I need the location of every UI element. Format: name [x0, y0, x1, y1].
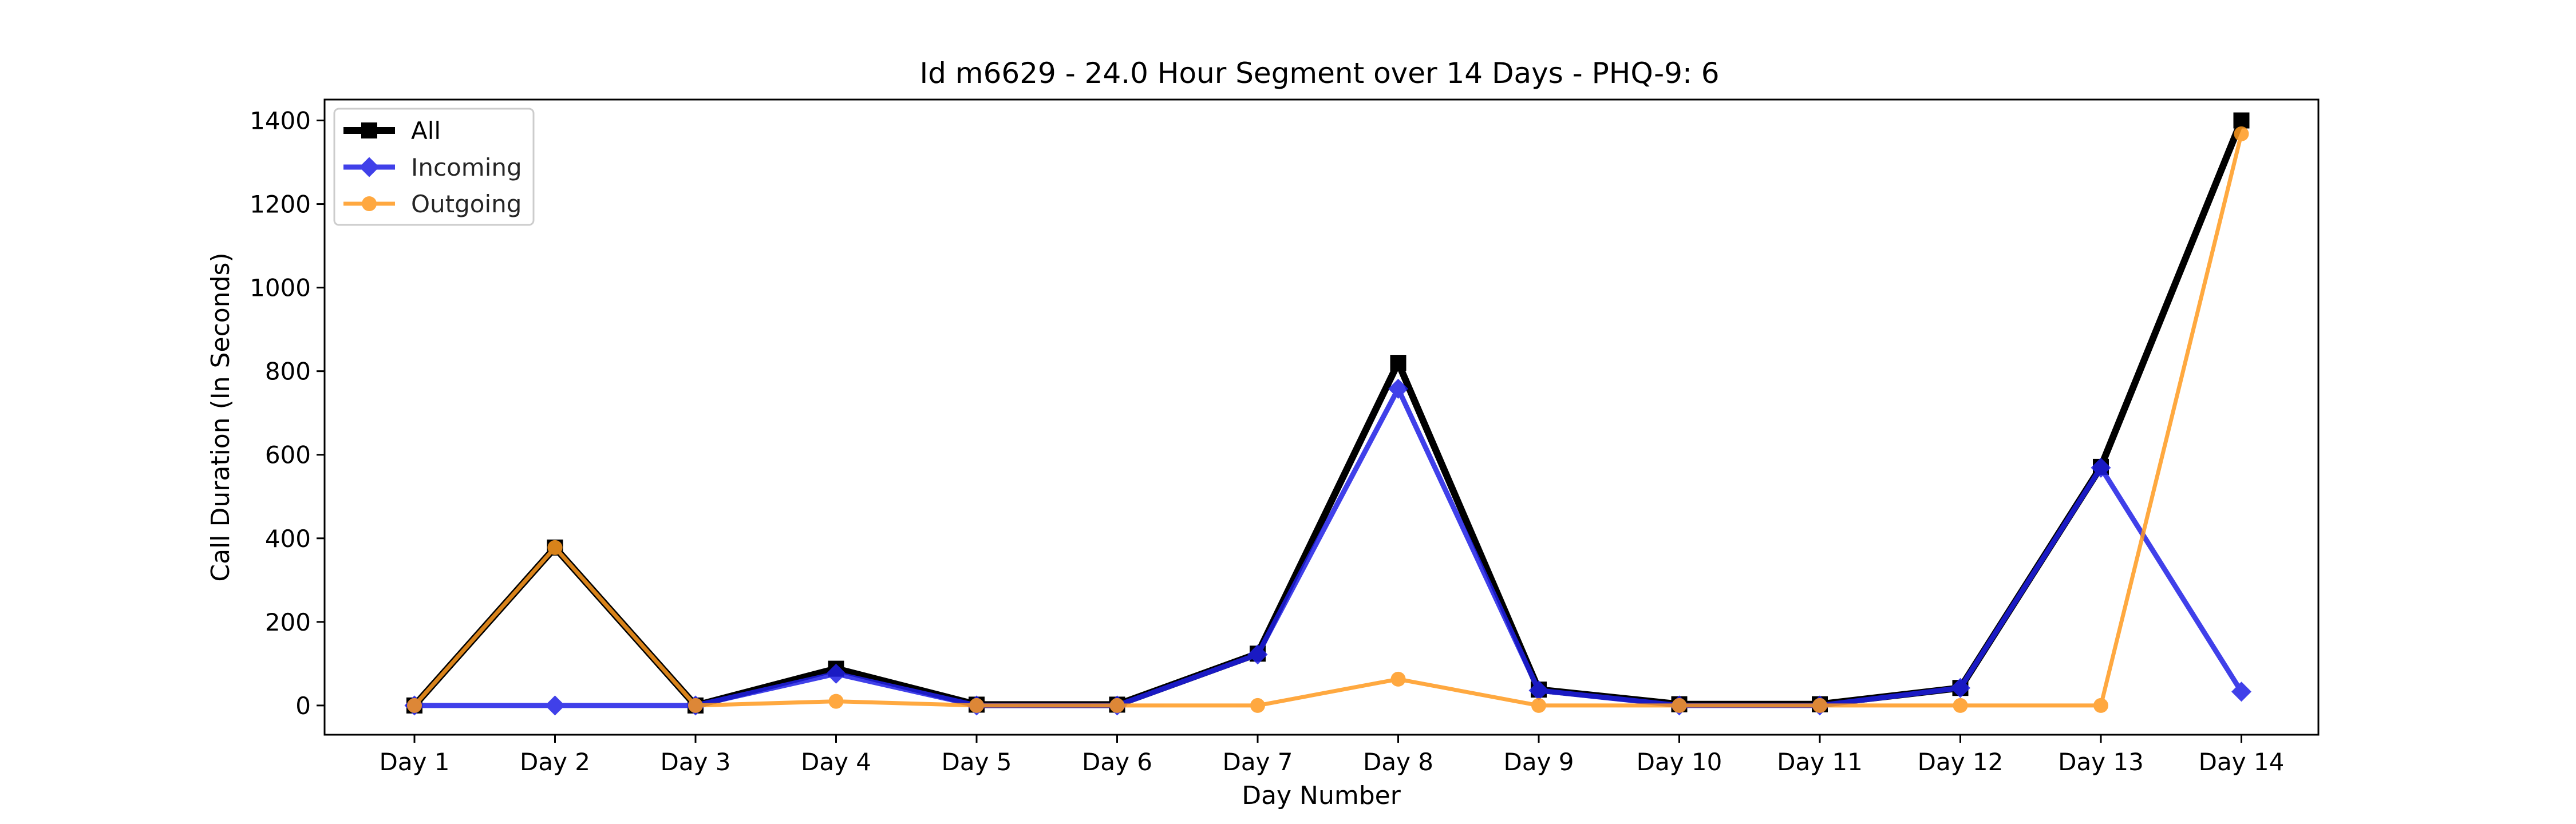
data-point [1950, 678, 1970, 698]
x-tick-label: Day 14 [2199, 748, 2285, 776]
legend: All Incoming Outgoing [333, 108, 535, 226]
x-axis: Day 1 Day 2 Day 3 Day 4 Day 5 Day 6 Day 7 Day 8… [379, 735, 2284, 776]
legend-label: All [411, 117, 441, 145]
data-point [545, 695, 565, 716]
legend-label: Outgoing [411, 190, 521, 218]
data-point [1672, 698, 1687, 713]
y-tick-label: 600 [265, 441, 311, 469]
data-point [969, 698, 984, 713]
data-point [2093, 698, 2108, 713]
y-axis: 0 200 400 600 800 1000 1200 1400 [250, 107, 325, 720]
data-point [688, 698, 703, 713]
x-tick-label: Day 1 [379, 748, 449, 776]
y-tick-label: 1400 [250, 107, 311, 135]
y-tick-label: 400 [265, 525, 311, 553]
chart-title: Id m6629 - 24.0 Hour Segment over 14 Day… [919, 57, 1719, 90]
x-tick-label: Day 12 [1918, 748, 2004, 776]
data-point [362, 196, 377, 211]
data-point [1390, 355, 1406, 371]
data-point [1388, 378, 1408, 399]
data-point [361, 122, 377, 138]
data-point [2233, 112, 2250, 129]
x-tick-label: Day 6 [1082, 748, 1152, 776]
data-point [1109, 698, 1125, 713]
x-tick-label: Day 2 [520, 748, 590, 776]
y-tick-label: 800 [265, 358, 311, 386]
series-outgoing [407, 126, 2249, 713]
x-tick-label: Day 11 [1777, 748, 1863, 776]
x-tick-label: Day 7 [1222, 748, 1293, 776]
data-point [828, 694, 844, 709]
x-tick-label: Day 9 [1503, 748, 1574, 776]
x-tick-label: Day 5 [941, 748, 1012, 776]
series-layer [404, 112, 2251, 716]
data-point [826, 663, 846, 684]
legend-item: All [343, 117, 441, 145]
x-tick-label: Day 13 [2058, 748, 2144, 776]
y-tick-label: 1000 [250, 274, 311, 302]
x-tick-label: Day 8 [1363, 748, 1433, 776]
data-point [359, 157, 380, 177]
data-point [2091, 457, 2111, 478]
data-point [1247, 644, 1268, 665]
legend-item: Incoming [343, 153, 522, 181]
data-point [547, 540, 563, 555]
data-point [407, 698, 422, 713]
data-point [2234, 126, 2249, 141]
legend-box [333, 108, 535, 226]
y-tick-label: 0 [295, 692, 311, 720]
x-tick-label: Day 4 [801, 748, 871, 776]
data-point [1390, 671, 1406, 687]
data-point [1250, 698, 1265, 713]
series-line [414, 386, 2244, 708]
y-axis-label: Call Duration (In Seconds) [206, 252, 235, 581]
series-all [406, 112, 2250, 714]
legend-item: Outgoing [343, 190, 521, 218]
data-point [1812, 698, 1827, 713]
data-point [1953, 698, 1968, 713]
x-tick-label: Day 3 [660, 748, 730, 776]
plot-frame [323, 98, 2320, 736]
series-incoming [404, 378, 2251, 716]
y-tick-label: 1200 [250, 191, 311, 219]
data-point [1531, 698, 1546, 713]
y-tick-label: 200 [265, 608, 311, 636]
x-axis-label: Day Number [1242, 781, 1401, 810]
data-point [2231, 682, 2251, 702]
series-line [412, 119, 2245, 709]
series-line [413, 133, 2243, 708]
x-tick-label: Day 10 [1637, 748, 1722, 776]
data-point [1528, 680, 1549, 701]
legend-label: Incoming [411, 153, 522, 181]
